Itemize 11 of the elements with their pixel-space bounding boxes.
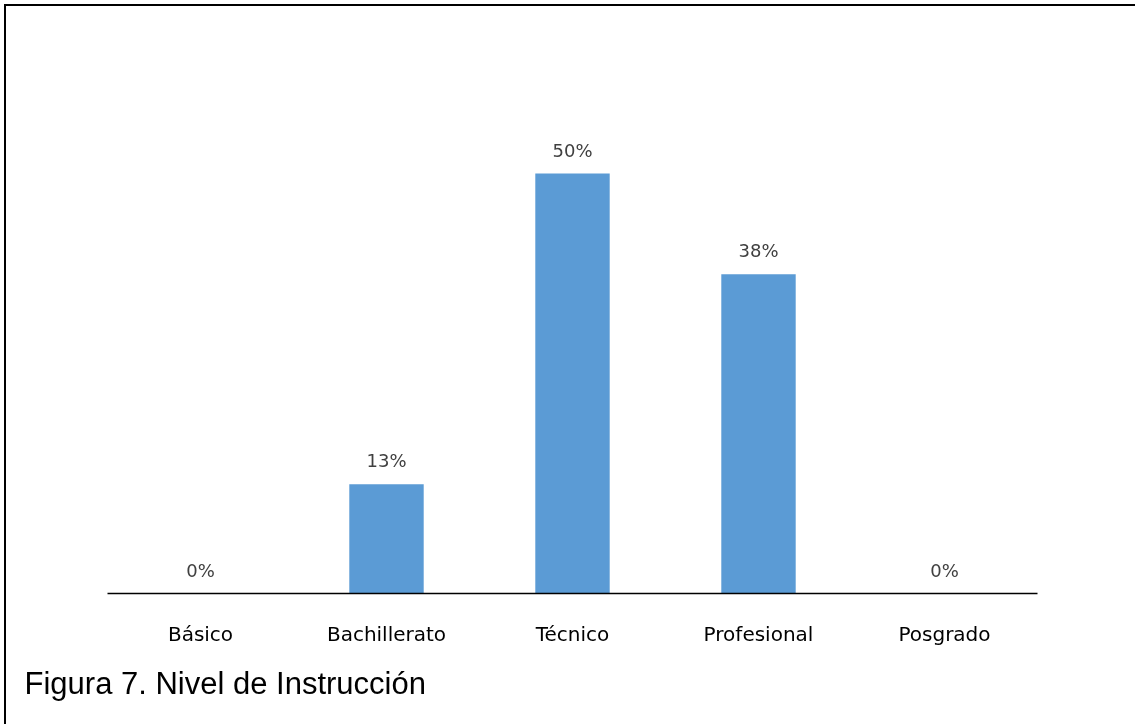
- x-tick-label: Técnico: [534, 621, 610, 646]
- data-label: 0%: [186, 559, 215, 581]
- data-label: 38%: [738, 240, 779, 262]
- data-label: 13%: [366, 450, 407, 472]
- x-tick-label: Posgrado: [898, 621, 991, 646]
- x-tick-label: Bachillerato: [326, 621, 447, 646]
- data-label: 50%: [552, 139, 593, 161]
- x-tick-label: Básico: [167, 621, 234, 646]
- x-tick-label: Profesional: [703, 621, 814, 646]
- data-label: 0%: [930, 559, 959, 581]
- text: Figura 7. Nivel de Instrucción: [24, 665, 426, 701]
